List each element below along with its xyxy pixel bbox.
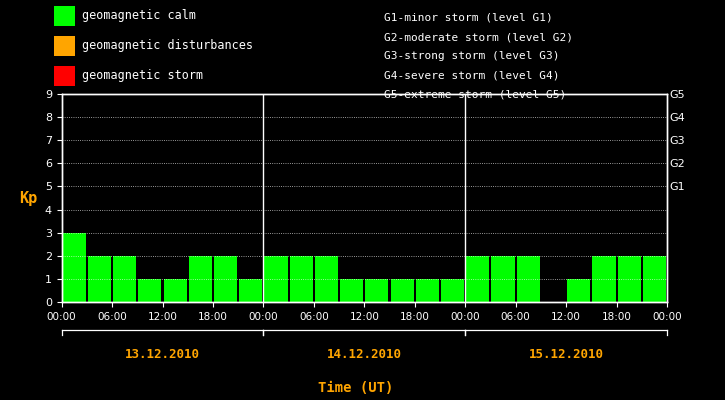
Bar (592, 256, 616, 302)
Bar (441, 279, 464, 302)
Text: G3-strong storm (level G3): G3-strong storm (level G3) (384, 51, 560, 61)
Text: geomagnetic storm: geomagnetic storm (82, 70, 203, 82)
Bar (239, 279, 262, 302)
Text: Kp: Kp (19, 190, 38, 206)
Bar (492, 256, 515, 302)
Bar (517, 256, 540, 302)
Text: G5-extreme storm (level G5): G5-extreme storm (level G5) (384, 90, 566, 100)
Text: G1-minor storm (level G1): G1-minor storm (level G1) (384, 13, 553, 23)
Text: 14.12.2010: 14.12.2010 (327, 348, 402, 360)
Bar (466, 256, 489, 302)
Bar (265, 256, 288, 302)
Text: 15.12.2010: 15.12.2010 (529, 348, 604, 360)
Bar (391, 279, 414, 302)
Bar (643, 256, 666, 302)
Bar (567, 279, 590, 302)
Bar (113, 256, 136, 302)
Bar (365, 279, 389, 302)
Bar (138, 279, 162, 302)
Bar (290, 256, 312, 302)
Text: Time (UT): Time (UT) (318, 381, 393, 395)
Bar (62, 233, 86, 302)
Text: G4-severe storm (level G4): G4-severe storm (level G4) (384, 70, 560, 81)
Bar (416, 279, 439, 302)
Bar (315, 256, 338, 302)
Bar (340, 279, 363, 302)
Bar (214, 256, 237, 302)
Bar (618, 256, 641, 302)
Bar (88, 256, 111, 302)
Text: 13.12.2010: 13.12.2010 (125, 348, 200, 360)
Bar (164, 279, 187, 302)
Bar (265, 279, 288, 302)
Text: geomagnetic disturbances: geomagnetic disturbances (82, 40, 253, 52)
Bar (188, 256, 212, 302)
Text: G2-moderate storm (level G2): G2-moderate storm (level G2) (384, 32, 573, 42)
Text: geomagnetic calm: geomagnetic calm (82, 10, 196, 22)
